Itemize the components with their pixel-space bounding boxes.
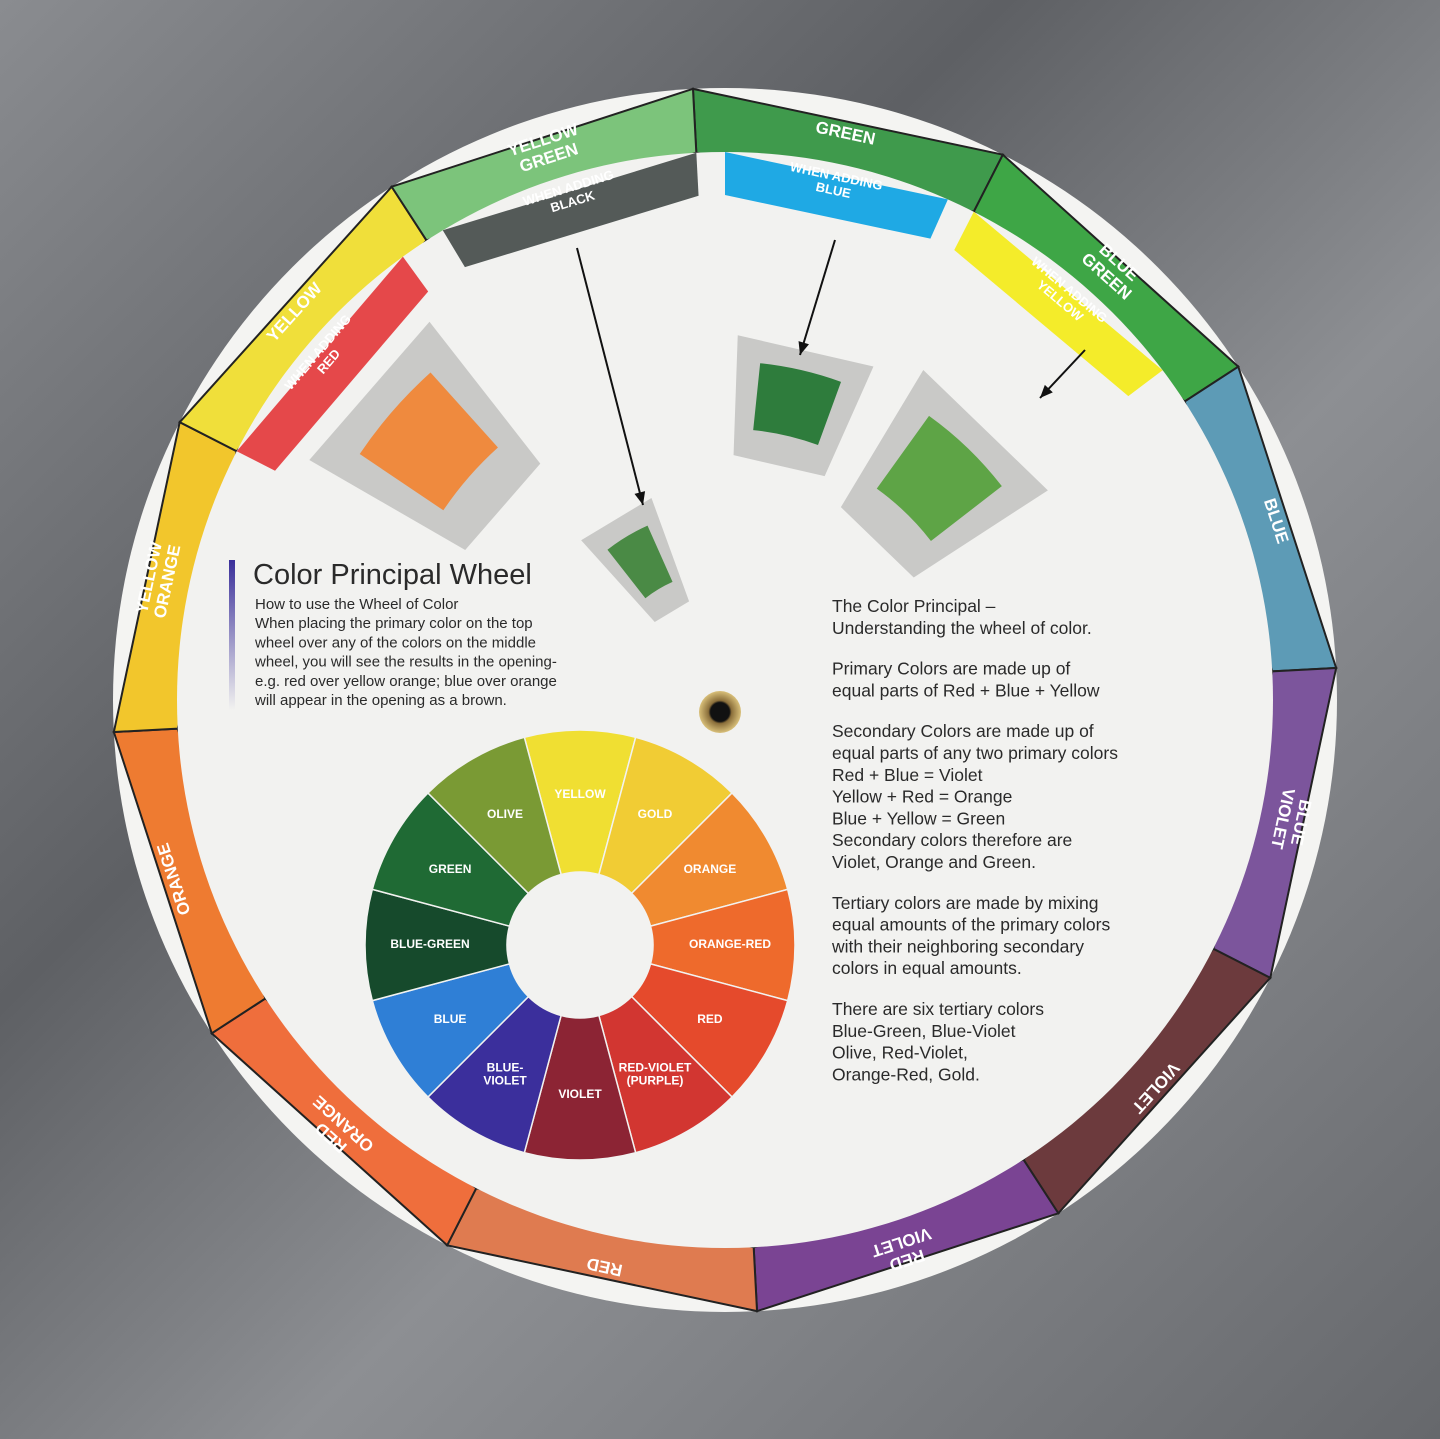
title-accent-bar [229, 560, 235, 710]
window-green [840, 369, 1048, 578]
segment-label: GOLD [638, 807, 673, 821]
inner-segment-olive: OLIVE [426, 736, 563, 895]
explanation-line: There are six tertiary colors [832, 999, 1044, 1019]
explanation-line: Blue + Yellow = Green [832, 808, 1005, 828]
explanation-line: The Color Principal – [832, 596, 996, 616]
intro-line: When placing the primary color on the to… [255, 615, 533, 632]
intro-text: How to use the Wheel of Color When placin… [254, 596, 557, 709]
segment-label: BLUE-VIOLET [483, 1060, 527, 1087]
explanation-line: Violet, Orange and Green. [832, 852, 1036, 872]
outer-segment-red-orange[interactable]: REDORANGE [210, 997, 478, 1247]
explanation-line: with their neighboring secondary [831, 936, 1084, 956]
segment-label: BLUE-GREEN [390, 937, 469, 951]
segment-label: RED-VIOLET (PURPLE) [619, 1060, 692, 1087]
explanation-line: Yellow + Red = Orange [832, 787, 1012, 807]
inner-segment-gold: GOLD [597, 736, 734, 895]
explanation-line: equal parts of Red + Blue + Yellow [832, 680, 1100, 700]
arrows [576, 239, 1086, 506]
arrow-icon [1039, 349, 1086, 399]
segment-label: BLUE [434, 1012, 467, 1026]
explanation-line: Understanding the wheel of color. [832, 618, 1092, 638]
arrow-icon [798, 239, 836, 356]
segment-label: VIOLET [558, 1087, 602, 1101]
explanation-line: equal parts of any two primary colors [832, 743, 1118, 763]
explanation-line: Secondary Colors are made up of [832, 721, 1094, 741]
segment-label: ORANGE-RED [689, 937, 771, 951]
outer-color-ring[interactable]: GREENBLUEGREENBLUEBLUEVIOLETVIOLETREDVIO… [112, 87, 1338, 1313]
intro-line: How to use the Wheel of Color [255, 596, 458, 613]
segment-label: BLUEVIOLET [1266, 786, 1316, 854]
intro-line: wheel over any of the colors on the midd… [254, 634, 536, 651]
window-dark-green [733, 335, 874, 477]
explanation-line: Red + Blue = Violet [832, 765, 983, 785]
segment-label: ORANGE [684, 862, 737, 876]
segment-label: GREEN [429, 862, 472, 876]
explanation-line: colors in equal amounts. [832, 958, 1022, 978]
arrow-icon [576, 247, 646, 506]
explanation-line: Blue-Green, Blue-Violet [832, 1021, 1016, 1041]
intro-line: wheel, you will see the results in the o… [254, 654, 557, 671]
intro-line: will appear in the opening as a brown. [254, 692, 507, 709]
segment-label: RED [697, 1012, 723, 1026]
intro-line: e.g. red over yellow orange; blue over o… [255, 673, 557, 690]
explanation-line: equal amounts of the primary colors [832, 915, 1110, 935]
grommet-center-icon[interactable] [699, 691, 741, 733]
segment-label: YELLOW [554, 787, 606, 801]
outer-segment-blue-violet[interactable]: BLUEVIOLET [1212, 666, 1338, 980]
window-orange [309, 321, 541, 550]
intro-title: Color Principal Wheel [253, 559, 532, 591]
result-windows [309, 321, 1048, 622]
explanation-line: Orange-Red, Gold. [832, 1064, 980, 1084]
inner-color-wheel: YELLOW GOLD ORANGE ORANGE-RED RED RED-VIOLET(… [364, 729, 796, 1161]
inner-segment-red-violet-purple-: RED-VIOLET (PURPLE) [597, 995, 734, 1154]
explanation-line: Secondary colors therefore are [832, 830, 1072, 850]
segment-label: OLIVE [487, 807, 523, 821]
window-dark-olive-green [581, 497, 690, 622]
explanation-text: The Color Principal –Understanding the w… [831, 596, 1118, 1084]
explanation-line: Primary Colors are made up of [832, 659, 1070, 679]
explanation-line: Tertiary colors are made by mixing [832, 893, 1098, 913]
explanation-line: Olive, Red-Violet, [832, 1043, 968, 1063]
